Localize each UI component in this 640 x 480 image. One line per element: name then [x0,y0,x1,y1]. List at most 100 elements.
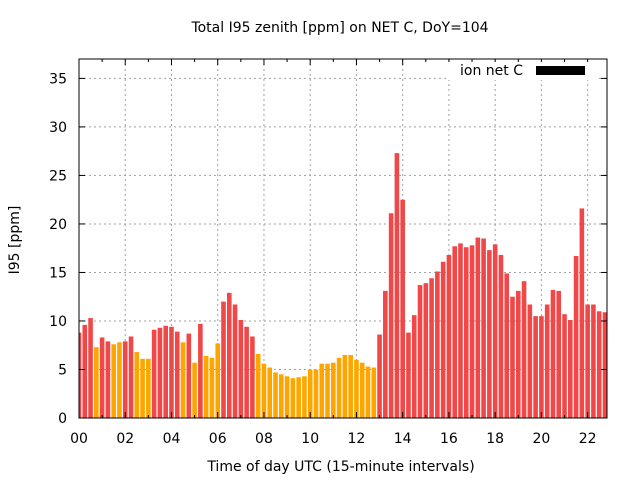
bar [383,290,388,418]
bar [556,290,562,418]
bar [458,243,463,418]
bar [463,247,469,418]
bar [348,354,353,418]
bar [469,245,475,418]
bar [475,237,481,418]
bar [215,343,221,418]
y-tick-label: 20 [49,217,67,233]
x-tick-label: 22 [579,431,597,447]
bar [146,358,151,418]
bar [307,369,313,418]
bar [232,304,238,418]
bar [568,320,573,418]
bar [331,362,336,418]
bar [192,362,197,418]
bar [498,254,504,418]
bar [163,325,168,418]
bar [406,332,411,418]
bar [533,316,538,418]
y-axis-label: I95 [ppm] [7,206,23,275]
bar [440,261,446,418]
ticks: 0 5 10 15 20 25 30 35 00 02 04 06 08 10 12 14 16 18 20 22 [49,59,607,447]
x-tick-label: 20 [532,431,550,447]
legend: ion net C [448,62,598,80]
bar [244,326,249,418]
bar [596,311,602,418]
bar [544,304,550,418]
chart-title: Total I95 zenith [ppm] on NET C, DoY=104 [190,20,488,36]
y-tick-label: 25 [49,168,67,184]
bar [394,153,400,418]
bar [151,329,157,418]
y-tick-label: 15 [49,265,67,281]
bar [325,363,330,418]
bar [302,376,307,418]
bar [573,255,579,418]
x-axis-label: Time of day UTC (15-minute intervals) [206,459,474,475]
bar [169,326,174,418]
bar [198,323,203,418]
bar [290,378,296,418]
bar [452,246,457,418]
bar [174,331,180,418]
bar [359,362,365,418]
bar [99,337,105,418]
bar [88,318,93,418]
bar [539,316,544,418]
bar [221,301,226,418]
bar [521,281,527,418]
bar [585,304,590,418]
bar [209,357,215,418]
bar [238,320,244,418]
bar [579,208,585,418]
bar [354,359,359,418]
bar [134,352,140,418]
bar [273,372,278,418]
bar [435,271,440,418]
bar [203,355,209,418]
bar [319,363,325,418]
bar [250,336,255,418]
bar [365,366,371,418]
bar [186,333,192,418]
bar [157,327,163,418]
bar [446,254,452,418]
y-tick-label: 5 [58,362,67,378]
bar [388,213,394,418]
bar [602,312,607,418]
bar [122,341,128,418]
bar [371,367,377,418]
bar [180,342,186,418]
y-tick-label: 35 [49,71,67,87]
bar [504,273,510,418]
bar [105,341,111,418]
x-tick-label: 16 [440,431,458,447]
x-tick-label: 06 [209,431,227,447]
bar [527,304,533,418]
bar [492,244,498,418]
bar [267,367,273,418]
plot-frame [78,58,608,419]
x-tick-label: 04 [163,431,181,447]
bar [591,304,596,418]
bar [94,347,99,418]
bar [429,278,434,418]
bar [82,324,88,418]
bar [226,292,232,418]
bar [313,369,319,418]
bar [417,285,423,418]
y-tick-label: 0 [58,411,67,427]
bar [128,336,134,418]
y-tick-label: 10 [49,314,67,330]
bar [510,296,515,418]
bar [79,332,82,418]
bar [515,290,521,418]
bar [261,363,267,418]
bar [279,374,284,418]
x-tick-label: 00 [70,431,88,447]
bar [342,354,348,418]
bar [117,342,122,418]
bar [255,353,261,418]
x-tick-label: 10 [301,431,319,447]
